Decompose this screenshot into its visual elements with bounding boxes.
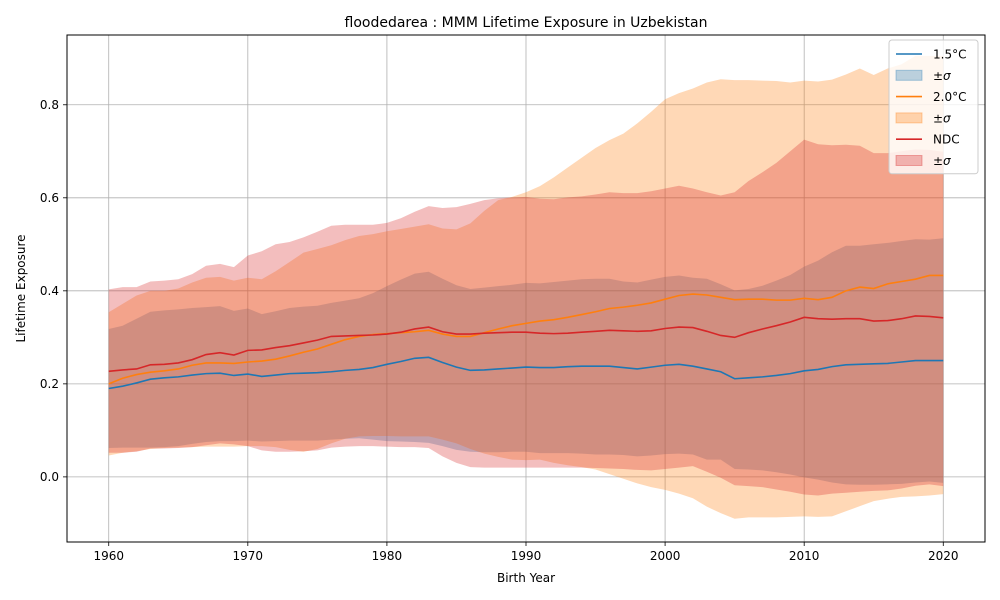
legend-band-swatch bbox=[895, 112, 923, 124]
x-tick-label: 1980 bbox=[372, 549, 403, 563]
series-line-1 bbox=[108, 356, 944, 390]
y-tick-label: 0.6 bbox=[40, 191, 59, 205]
x-tick-label: 1990 bbox=[511, 549, 542, 563]
y-tick-label: 0.4 bbox=[40, 284, 59, 298]
legend-band-swatch bbox=[895, 69, 923, 81]
legend-band-label: ±σ bbox=[933, 154, 951, 168]
legend-label: 1.5°C bbox=[933, 48, 966, 62]
legend-band-label: ±σ bbox=[933, 69, 951, 83]
band-3 bbox=[108, 139, 944, 496]
grid bbox=[67, 35, 985, 542]
legend-label: NDC bbox=[933, 133, 960, 147]
x-tick-label: 1970 bbox=[233, 549, 264, 563]
x-tick-label: 2020 bbox=[928, 549, 959, 563]
chart-title: floodedarea : MMM Lifetime Exposure in U… bbox=[345, 15, 708, 31]
y-tick-label: 0.2 bbox=[40, 377, 59, 391]
y-axis-label: Lifetime Exposure bbox=[14, 234, 28, 342]
legend: 1.5°C ±σ 2.0°C ±σ NDC ±σ bbox=[888, 39, 979, 175]
x-axis-label: Birth Year bbox=[497, 571, 555, 585]
series-line-3 bbox=[108, 315, 944, 373]
y-tick-label: 0.8 bbox=[40, 98, 59, 112]
x-tick-label: 1960 bbox=[93, 549, 124, 563]
band-2 bbox=[108, 55, 944, 519]
legend-label: 2.0°C bbox=[933, 90, 966, 104]
axis-ticks: 1960 1970 1980 1990 2000 2010 2020 0.0 0.2 0.4 0.6… bbox=[40, 98, 959, 563]
legend-band-label: ±σ bbox=[933, 111, 951, 125]
x-tick-label: 2000 bbox=[650, 549, 681, 563]
y-tick-label: 0.0 bbox=[40, 470, 59, 484]
x-tick-label: 2010 bbox=[789, 549, 820, 563]
legend-band-swatch bbox=[895, 155, 923, 166]
series-line-2 bbox=[108, 274, 944, 385]
plot-area bbox=[108, 55, 944, 519]
legend-box bbox=[888, 39, 979, 175]
